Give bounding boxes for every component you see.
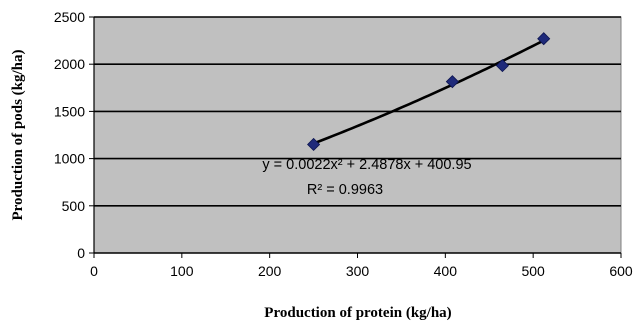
x-tick-label-4: 400 bbox=[434, 263, 458, 279]
plot-area bbox=[93, 16, 622, 254]
y-tick-label-1: 500 bbox=[62, 198, 86, 214]
x-tick-label-0: 0 bbox=[90, 263, 98, 279]
x-tick-label-6: 600 bbox=[609, 263, 633, 279]
y-axis-title: Production of pods (kg/ha) bbox=[10, 49, 26, 220]
x-tick-label-3: 300 bbox=[346, 263, 370, 279]
data-points bbox=[307, 32, 551, 152]
x-tick-label-1: 100 bbox=[170, 263, 194, 279]
y-tick-label-4: 2000 bbox=[54, 56, 85, 72]
data-point-2 bbox=[495, 59, 509, 73]
x-tick-label-5: 500 bbox=[521, 263, 545, 279]
x-tick-label-2: 200 bbox=[258, 263, 282, 279]
data-point-1 bbox=[445, 75, 459, 89]
grid-lines bbox=[94, 16, 621, 207]
data-point-3 bbox=[537, 32, 551, 46]
trendline-equation: y = 0.0022x² + 2.4878x + 400.95 bbox=[262, 157, 471, 173]
trendline-curve bbox=[313, 39, 545, 145]
y-tick-label-3: 1500 bbox=[54, 103, 85, 119]
y-tick-label-5: 2500 bbox=[54, 9, 85, 25]
data-point-0 bbox=[307, 137, 321, 152]
y-tick-label-2: 1000 bbox=[54, 151, 85, 167]
trendline bbox=[313, 39, 545, 145]
y-tick-label-0: 0 bbox=[77, 245, 85, 261]
y-tick-labels: 0 500 1000 1500 2000 2500 bbox=[54, 9, 94, 261]
x-tick-labels: 0 100 200 300 400 500 600 bbox=[90, 253, 633, 279]
x-axis-title: Production of protein (kg/ha) bbox=[264, 305, 451, 321]
trendline-r-squared: R² = 0.9963 bbox=[307, 182, 383, 198]
